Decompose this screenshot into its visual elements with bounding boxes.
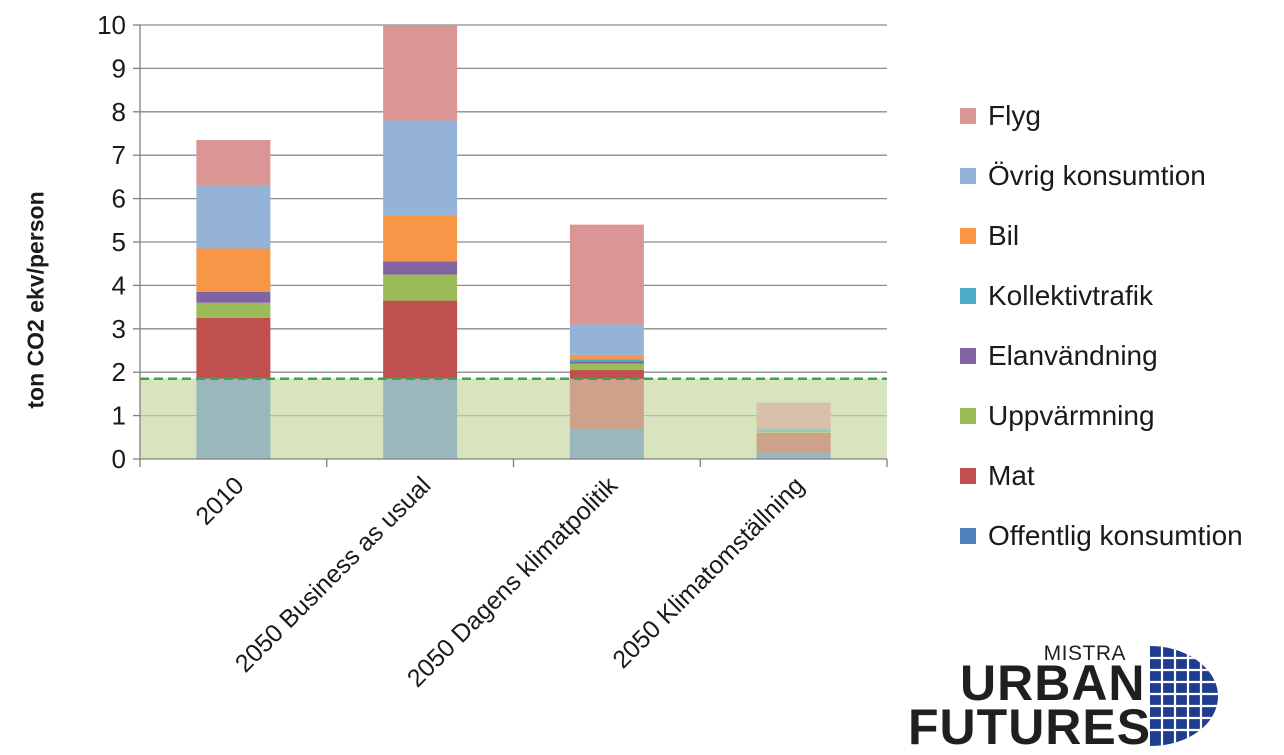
- y-tick-label: 10: [97, 10, 126, 40]
- legend-swatch: [960, 408, 976, 424]
- y-axis-label: ton CO2 ekv/person: [22, 191, 49, 409]
- bar-segment: [569, 224, 644, 325]
- legend-item: Övrig konsumtion: [960, 160, 1206, 192]
- legend-label: Övrig konsumtion: [988, 160, 1206, 191]
- legend-swatch: [960, 228, 976, 244]
- legend-label: Elanvändning: [988, 340, 1158, 371]
- y-tick-label: 6: [112, 184, 126, 214]
- y-tick-label: 2: [112, 357, 126, 387]
- bar-segment: [196, 140, 271, 186]
- mistra-urban-futures-logo: MISTRA URBAN FUTURES: [902, 640, 1228, 752]
- bar-segment: [569, 361, 644, 364]
- legend-item: Kollektivtrafik: [960, 280, 1153, 312]
- legend-item: Bil: [960, 220, 1019, 252]
- legend-label: Offentlig konsumtion: [988, 520, 1243, 551]
- overlay-layer: [140, 377, 887, 459]
- bar-segment: [383, 25, 458, 121]
- y-tick-label: 4: [112, 270, 126, 300]
- logo-mistra-text: MISTRA: [1043, 642, 1126, 665]
- y-tick-label: 7: [112, 140, 126, 170]
- bar-segment: [196, 302, 271, 318]
- legend-item: Flyg: [960, 100, 1041, 132]
- y-tick-label: 9: [112, 53, 126, 83]
- logo-futures-text: FUTURES: [908, 699, 1152, 755]
- y-tick-label: 0: [112, 444, 126, 474]
- legend-swatch: [960, 108, 976, 124]
- target-band-overlay: [140, 378, 887, 459]
- legend-swatch: [960, 168, 976, 184]
- bar-segment: [383, 261, 458, 275]
- legend-swatch: [960, 528, 976, 544]
- logo-urban-text: URBAN: [960, 655, 1146, 711]
- legend-label: Kollektivtrafik: [988, 280, 1153, 311]
- bar-segment: [196, 248, 271, 292]
- bar-segment: [383, 274, 458, 301]
- legend-swatch: [960, 468, 976, 484]
- legend-item: Mat: [960, 460, 1035, 492]
- y-tick-label: 8: [112, 97, 126, 127]
- globe-grid-icon: [1150, 646, 1218, 746]
- legend-label: Mat: [988, 460, 1035, 491]
- bar-segment: [383, 300, 458, 379]
- bar-segment: [569, 359, 644, 362]
- y-tick-label: 1: [112, 401, 126, 431]
- legend-label: Uppvärmning: [988, 400, 1155, 431]
- y-tick-label: 5: [112, 227, 126, 257]
- bar-segment: [196, 317, 271, 379]
- legend-swatch: [960, 348, 976, 364]
- bar-segment: [383, 215, 458, 262]
- legend-item: Uppvärmning: [960, 400, 1155, 432]
- x-tick-label: 2050 Business as usual: [230, 471, 437, 678]
- x-tick-label: 2050 Klimatomställning: [607, 471, 810, 674]
- bar-segment: [569, 354, 644, 360]
- legend-label: Bil: [988, 220, 1020, 251]
- y-tick-label: 3: [112, 314, 126, 344]
- legend-label: Flyg: [988, 100, 1041, 131]
- bar-segment: [196, 185, 271, 249]
- legend-item: Elanvändning: [960, 340, 1158, 372]
- x-tick-label: 2050 Dagens klimatpolitik: [402, 471, 624, 693]
- bar-segment: [383, 120, 458, 216]
- bar-segment: [569, 363, 644, 371]
- bar-segment: [569, 324, 644, 355]
- legend-item: Offentlig konsumtion: [960, 520, 1243, 552]
- x-tick-label: 2010: [190, 471, 249, 530]
- legend-swatch: [960, 288, 976, 304]
- bar-segment: [196, 291, 271, 303]
